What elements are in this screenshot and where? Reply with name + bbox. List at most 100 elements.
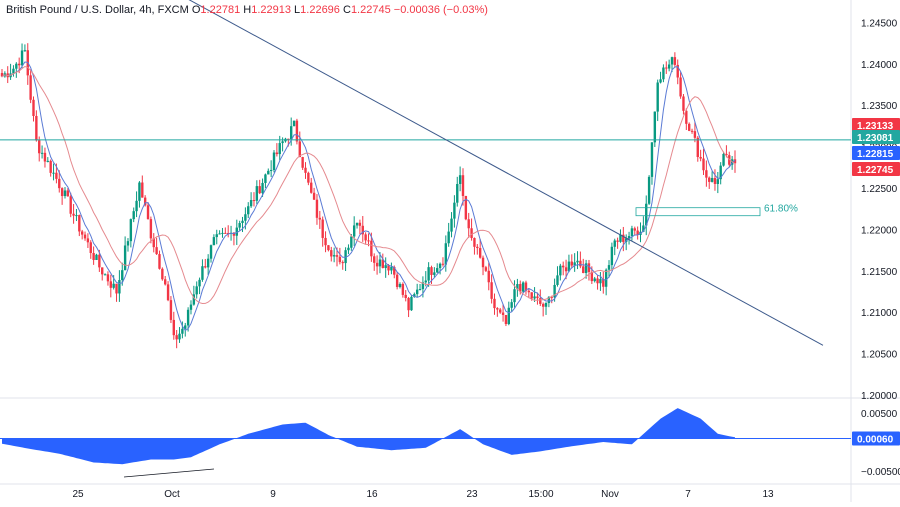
candle-body <box>690 130 694 132</box>
candle-body <box>373 256 376 263</box>
candle-body <box>17 63 21 66</box>
oscillator-area <box>2 408 735 465</box>
candle-body <box>467 219 470 229</box>
moving-averages <box>1 61 736 332</box>
candle-body <box>708 177 711 182</box>
candle-body <box>315 199 319 218</box>
candle-body <box>321 219 324 238</box>
candle-body <box>289 126 293 140</box>
candle-body <box>418 289 422 291</box>
candle-body <box>121 270 124 281</box>
candle-body <box>43 152 47 162</box>
candle-body <box>149 219 153 239</box>
candle-body <box>89 242 92 254</box>
candle-body <box>143 197 147 206</box>
candle-body <box>390 266 393 271</box>
candle-body <box>496 308 499 310</box>
candle-body <box>696 137 699 157</box>
candle-body <box>559 265 562 276</box>
candle-body <box>650 142 654 177</box>
candle-body <box>699 156 702 159</box>
candle-body <box>178 333 181 340</box>
candle-body <box>473 238 476 247</box>
candle-body <box>604 269 608 287</box>
candle-body <box>556 275 559 285</box>
candle-body <box>15 63 18 69</box>
candle-body <box>29 75 32 100</box>
high-value: 1.22913 <box>251 4 291 16</box>
candle-body <box>238 223 241 228</box>
candle-body <box>83 234 87 239</box>
chart-header: British Pound / U.S. Dollar, 4h, FXCM O1… <box>6 4 488 16</box>
candle-body <box>58 178 61 189</box>
candle-body <box>464 195 468 220</box>
time-tick-label: 16 <box>366 489 378 500</box>
candle-body <box>401 283 405 295</box>
candle-body <box>146 205 150 220</box>
low-value: 1.22696 <box>300 4 340 16</box>
candle-body <box>456 184 459 203</box>
candle-body <box>361 225 364 235</box>
candle-body <box>69 196 72 214</box>
candle-body <box>49 160 52 173</box>
open-value: 1.22781 <box>200 4 241 16</box>
candle-body <box>330 250 333 257</box>
candle-body <box>0 73 4 77</box>
candle-body <box>616 240 619 242</box>
candle-body <box>716 179 720 184</box>
candle-body <box>493 298 496 309</box>
candle-body <box>544 302 548 307</box>
candle-body <box>619 234 622 242</box>
candle-body <box>235 227 238 236</box>
candle-body <box>66 190 70 197</box>
candle-body <box>192 294 196 305</box>
candle-body <box>582 266 585 274</box>
candle-body <box>507 307 511 325</box>
candle-body <box>92 253 95 260</box>
axes: 1.245001.240001.235001.230001.225001.220… <box>72 18 900 500</box>
osc-tick-label: −0.00500 <box>861 467 900 478</box>
candle-body <box>355 222 359 226</box>
price-badge-label: 1.23081 <box>857 133 894 144</box>
candle-body <box>676 64 679 78</box>
time-tick-label: Nov <box>601 489 619 500</box>
candle-body <box>607 265 611 270</box>
time-tick-label: 23 <box>466 489 478 500</box>
candle-body <box>576 260 579 263</box>
candle-body <box>106 274 110 282</box>
candle-body <box>166 284 170 301</box>
drawing-lines: 61.80% <box>0 0 851 346</box>
candle-body <box>186 309 190 326</box>
candle-body <box>504 314 508 325</box>
candle-body <box>410 296 413 311</box>
candle-body <box>510 302 513 308</box>
candle-body <box>656 82 659 112</box>
candle-body <box>78 215 81 232</box>
candle-body <box>378 259 382 267</box>
price-badge-label: 1.22745 <box>857 165 894 176</box>
candle-body <box>524 282 528 291</box>
candle-body <box>415 289 419 295</box>
candle-body <box>481 257 485 268</box>
candle-body <box>584 263 588 274</box>
candle-body <box>189 304 193 310</box>
candle-body <box>275 152 279 155</box>
candle-body <box>20 50 24 66</box>
candle-body <box>413 294 416 297</box>
change-value: −0.00036 (−0.03%) <box>393 4 488 16</box>
candle-body <box>553 284 556 298</box>
candle-body <box>541 303 545 307</box>
fib-zone <box>635 207 761 217</box>
candle-body <box>516 284 519 290</box>
osc-badge <box>852 431 900 446</box>
price-tick-label: 1.22500 <box>861 184 898 195</box>
candle-body <box>352 225 356 237</box>
candle-body <box>129 219 133 242</box>
candle-body <box>164 279 167 285</box>
candle-body <box>32 99 35 116</box>
candle-body <box>590 271 594 282</box>
candle-body <box>38 140 41 154</box>
candle-body <box>665 67 668 69</box>
